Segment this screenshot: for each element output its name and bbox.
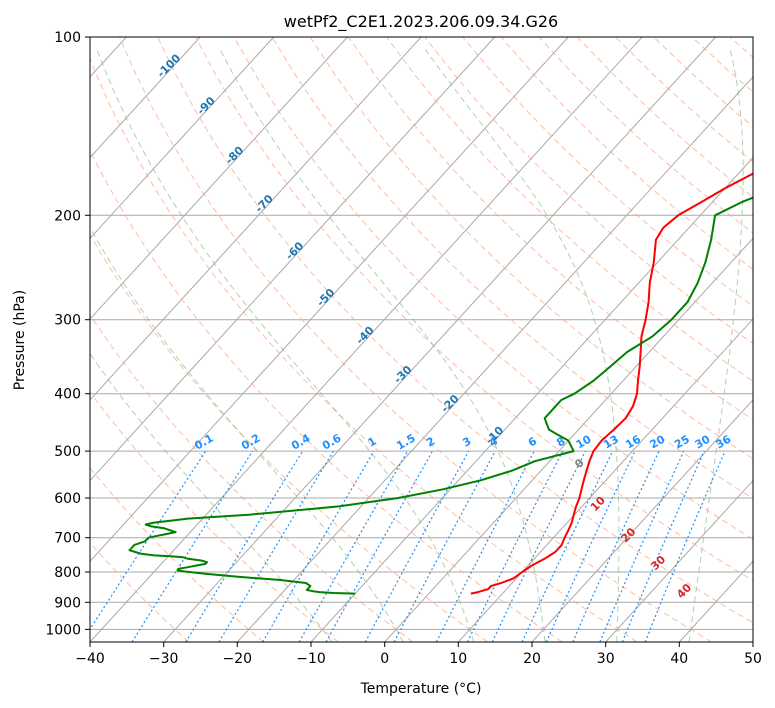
mixing-ratio-line <box>393 450 496 642</box>
mixing-ratio-line <box>131 450 254 642</box>
mixing-ratio-line <box>491 450 586 642</box>
y-tick-label: 900 <box>54 595 81 611</box>
dry-adiabat-line <box>90 467 264 642</box>
isotherm-line <box>752 641 753 642</box>
mixing-ratio-line <box>521 450 614 642</box>
x-tick-label: 10 <box>449 651 467 667</box>
y-tick-label: 800 <box>54 565 81 581</box>
isotherm-line <box>605 479 753 642</box>
moist-adiabat-line <box>90 352 333 642</box>
x-tick-label: 0 <box>380 651 389 667</box>
isotherm-line <box>384 237 753 642</box>
y-axis-label: Pressure (hPa) <box>12 290 28 390</box>
mixing-ratio-line <box>364 450 470 642</box>
isotherm-line <box>90 37 201 159</box>
dry-adiabat-line <box>157 37 753 624</box>
moist-adiabat-line <box>688 49 744 642</box>
mixing-ratio-line <box>435 450 535 642</box>
y-tick-label: 600 <box>54 491 81 507</box>
dry-adiabat-line <box>90 234 488 642</box>
moist-adiabat-line <box>96 49 475 642</box>
dry-adiabat-line <box>768 37 775 642</box>
x-tick-label: 40 <box>670 651 688 667</box>
isotherm-line <box>90 37 422 401</box>
y-tick-label: 1000 <box>45 622 81 638</box>
y-tick-label: 300 <box>54 313 81 329</box>
y-tick-label: 700 <box>54 531 81 547</box>
plot-frame <box>89 36 754 643</box>
isotherm-line <box>90 37 348 320</box>
y-tick-label: 500 <box>54 444 81 460</box>
dry-adiabat-line <box>118 37 712 642</box>
y-tick-label: 200 <box>54 208 81 224</box>
isotherm-line <box>90 37 275 240</box>
dry-adiabat-line <box>90 149 563 642</box>
mixing-ratio-line <box>185 450 304 642</box>
plot-background <box>90 37 753 642</box>
dry-adiabat-line <box>233 37 753 540</box>
isotherm-line <box>90 37 569 562</box>
isotherm-line <box>90 37 643 642</box>
mixing-ratio-line <box>545 450 636 642</box>
isotherm-line <box>457 318 753 642</box>
mixing-ratio-line <box>218 450 334 642</box>
isotherm-line <box>531 399 753 642</box>
isotherm-line <box>163 37 717 642</box>
isotherm-line <box>236 76 753 642</box>
x-axis-label: Temperature (°C) <box>360 681 482 697</box>
temperature-profile <box>470 172 753 595</box>
y-tick-label: 100 <box>54 30 81 46</box>
mixing-ratio-line <box>466 450 564 642</box>
x-tick-label: −30 <box>149 651 179 667</box>
chart-title: wetPf2_C2E1.2023.206.09.34.G26 <box>284 12 558 32</box>
x-tick-label: 50 <box>744 651 762 667</box>
axes: −40 −30 −20 −10 0 10 20 30 40 50 100 200 300 400 500 60… <box>45 30 762 667</box>
dry-adiabat-line <box>386 37 753 382</box>
mixing-ratio-line <box>262 450 375 642</box>
moist-adiabat-line <box>90 226 404 642</box>
dry-adiabat-line <box>309 37 753 460</box>
y-tick-label: 400 <box>54 387 81 403</box>
x-tick-label: −20 <box>223 651 253 667</box>
dry-adiabat-line <box>90 542 190 642</box>
dewpoint-profile <box>128 196 753 595</box>
x-tick-label: 20 <box>523 651 541 667</box>
isotherm-line <box>90 37 496 482</box>
mixing-ratio-line <box>90 450 207 631</box>
dry-adiabat-line <box>271 37 753 500</box>
moist-adiabat-line <box>219 49 546 642</box>
dry-adiabat-line <box>90 57 638 642</box>
dry-adiabat-line <box>195 37 753 582</box>
x-tick-label: 30 <box>597 651 615 667</box>
x-tick-label: −10 <box>296 651 326 667</box>
x-tick-label: −40 <box>75 651 105 667</box>
dry-adiabat-line <box>347 37 753 421</box>
